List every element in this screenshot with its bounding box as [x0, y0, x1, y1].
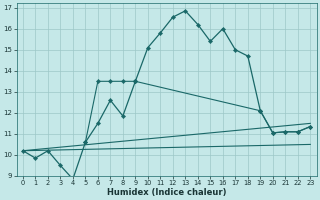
- X-axis label: Humidex (Indice chaleur): Humidex (Indice chaleur): [107, 188, 226, 197]
